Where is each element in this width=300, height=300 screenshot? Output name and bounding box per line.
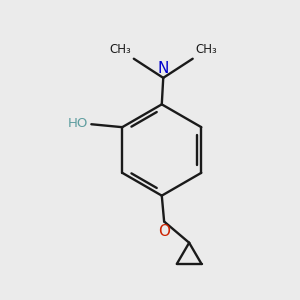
Text: N: N bbox=[158, 61, 169, 76]
Text: O: O bbox=[158, 224, 170, 239]
Text: CH₃: CH₃ bbox=[110, 44, 131, 56]
Text: CH₃: CH₃ bbox=[195, 44, 217, 56]
Text: HO: HO bbox=[68, 117, 88, 130]
